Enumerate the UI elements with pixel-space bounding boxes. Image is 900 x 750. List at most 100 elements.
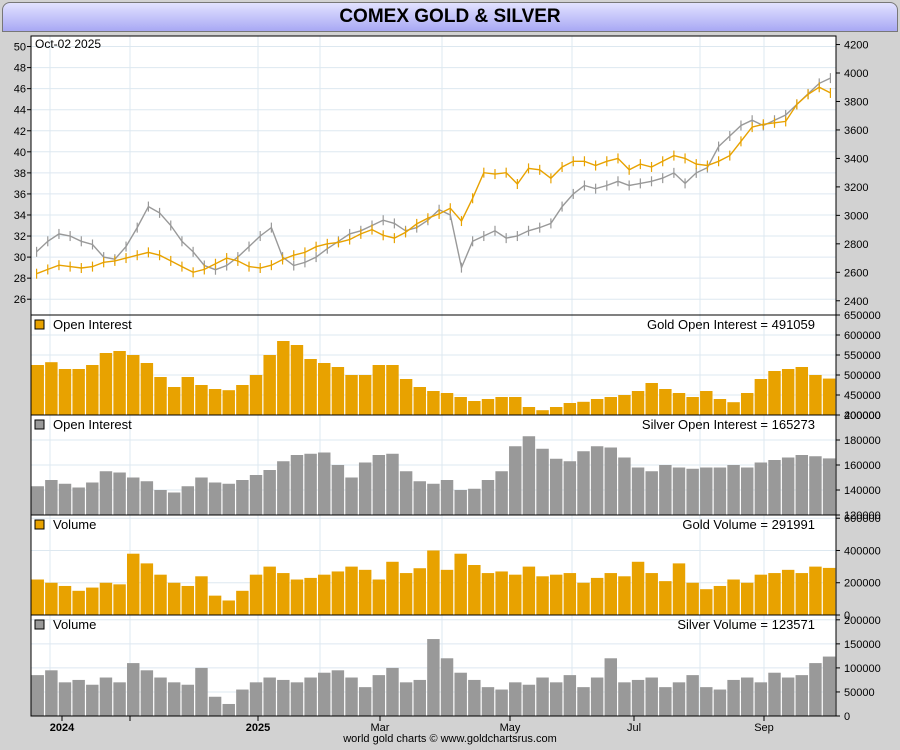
gold-vol-bar [659,581,672,615]
gold-oi-bar [45,362,58,415]
silver-vol-bar [631,679,645,716]
silver-vol-bar [549,682,563,716]
gold-oi-bar [495,397,508,415]
gold-oi-bar [140,363,154,415]
gold-vol-bar [549,574,563,615]
legend-swatch [34,519,45,530]
silver-oi-bar [659,465,672,515]
gold-vol-bar [208,595,222,615]
silver-oi-bar [58,483,72,515]
gold-vol-bar [318,574,331,615]
silver-oi-bar [222,483,235,515]
gold-vol-bar [740,582,754,615]
right-axis-tick-label: 200000 [844,615,881,627]
silver-vol-bar [249,682,263,716]
gold-vol-bar [754,574,768,615]
right-axis-tick-label: 4200 [844,40,868,52]
silver-oi-bar [113,472,126,515]
silver-price-line [36,77,831,271]
right-axis-tick-label: 650000 [844,310,881,322]
gold-vol-bar [795,573,809,615]
gold-vol-bar [236,590,249,615]
silver-vol-bar [99,677,113,716]
silver-vol-bar [222,703,235,716]
panel-value-label: Silver Volume = 123571 [677,617,815,632]
right-axis-tick-label: 2800 [844,239,868,251]
silver-oi-bar [277,461,290,515]
silver-vol-bar [31,675,44,716]
gold-oi-bar [195,385,208,415]
x-axis-tick-label: Mar [371,722,390,734]
silver-vol-bar [413,679,426,716]
silver-vol-bar [58,682,72,716]
gold-oi-bar [358,375,372,415]
silver-vol-bar [454,672,467,716]
gold-oi-bar [563,403,577,415]
silver-vol-bar [427,639,440,716]
gold-vol-bar [522,566,536,615]
gold-oi-bar [113,351,126,415]
silver-oi-bar [481,480,495,515]
gold-oi-bar [331,367,345,415]
silver-oi-bar [454,490,467,515]
gold-oi-bar [781,369,795,415]
gold-oi-bar [290,345,304,415]
gold-oi-bar [740,393,754,415]
right-axis-tick-label: 0 [844,711,850,723]
gold-vol-bar [427,550,440,615]
silver-oi-bar [672,467,686,515]
panel-value-label: Gold Volume = 291991 [682,517,815,532]
gold-oi-bar [481,399,495,415]
silver-oi-bar [809,456,822,515]
gold-oi-bar [618,395,631,415]
gold-vol-bar [249,574,263,615]
gold-oi-bar [399,379,413,415]
gold-oi-bar [99,353,113,415]
gold-oi-bar [672,393,686,415]
gold-oi-bar [413,387,426,415]
gold-vol-bar [672,563,686,615]
silver-oi-bar [631,467,645,515]
silver-vol-bar [127,663,140,716]
gold-vol-bar [181,585,195,615]
gold-vol-bar [222,600,235,615]
gold-oi-bar [645,383,658,415]
silver-oi-bar [358,462,372,515]
gold-oi-bar [386,365,399,415]
silver-oi-bar [590,446,604,515]
gold-vol-bar [727,579,740,615]
silver-oi-bar [795,455,809,515]
silver-oi-bar [154,490,167,515]
right-axis-tick-label: 2400 [844,296,868,308]
right-axis-tick-label: 0 [844,610,850,622]
left-axis-tick-label: 36 [14,189,26,201]
silver-oi-bar [263,470,276,515]
silver-vol-bar [727,679,740,716]
silver-oi-bar [754,462,768,515]
legend-swatch [34,619,45,630]
silver-oi-bar [509,446,522,515]
gold-oi-bar [277,341,290,415]
panel-title: Open Interest [53,317,132,332]
silver-vol-bar [372,675,386,716]
silver-oi-bar [427,483,440,515]
right-axis-tick-label: 50000 [844,687,875,699]
silver-oi-bar [536,448,549,515]
silver-vol-bar [386,667,399,716]
gold-vol-bar [822,567,836,615]
gold-vol-bar [86,587,99,615]
silver-vol-bar [754,682,768,716]
silver-vol-bar [113,682,126,716]
right-axis-tick-label: 150000 [844,639,881,651]
gold-oi-bar [372,365,386,415]
gold-oi-bar [686,397,699,415]
left-axis-tick-label: 44 [14,105,26,117]
x-axis-tick-label: 2025 [246,722,270,734]
gold-oi-bar [822,378,836,415]
gold-oi-bar [713,399,727,415]
silver-vol-bar [495,689,508,716]
gold-oi-bar [31,365,44,415]
legend-swatch [34,319,45,330]
silver-vol-bar [86,684,99,716]
silver-vol-bar [604,658,617,716]
